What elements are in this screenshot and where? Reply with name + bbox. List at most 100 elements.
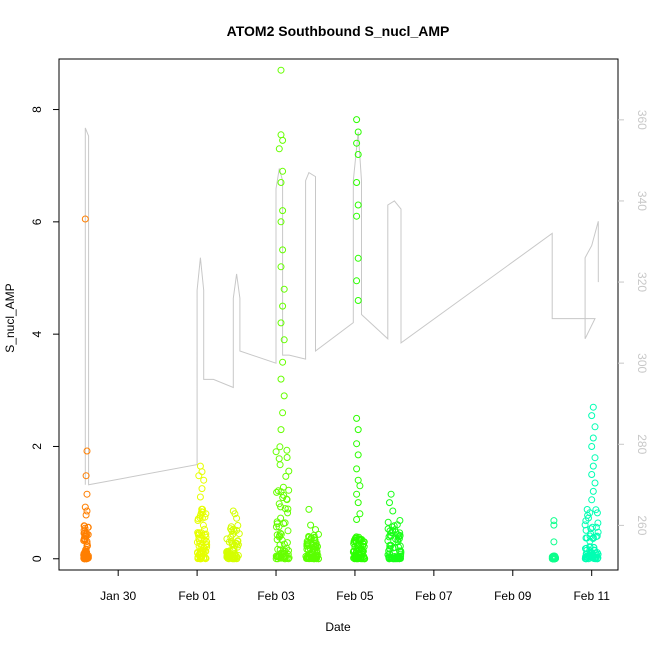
data-point — [588, 496, 596, 504]
data-point — [276, 461, 284, 469]
data-point — [281, 555, 289, 563]
data-point — [353, 414, 361, 422]
data-point — [354, 254, 362, 262]
data-point — [285, 467, 293, 475]
data-point — [354, 499, 362, 507]
point-cluster — [581, 403, 602, 563]
data-point — [233, 540, 241, 548]
data-point — [280, 540, 288, 548]
data-point — [234, 522, 242, 529]
data-point — [353, 116, 361, 124]
data-point — [279, 358, 287, 366]
data-point — [352, 537, 360, 545]
y-right-tick-label: 320 — [635, 272, 649, 292]
y-axis-left: 0 2 4 6 8 — [30, 106, 59, 562]
data-point — [389, 527, 397, 535]
data-point — [284, 527, 292, 535]
series-line — [84, 127, 599, 486]
data-point — [80, 537, 88, 544]
data-point — [585, 514, 592, 522]
data-point — [283, 496, 291, 504]
data-point — [196, 493, 204, 501]
data-point — [234, 537, 242, 545]
y-right-tick-label: 260 — [635, 515, 649, 535]
data-point — [277, 554, 284, 562]
data-point — [196, 550, 204, 558]
data-point — [389, 544, 397, 552]
data-point — [84, 523, 92, 531]
data-point — [354, 451, 362, 459]
data-point — [282, 472, 290, 480]
x-tick-label: Feb 11 — [573, 589, 610, 603]
data-point — [589, 487, 597, 495]
data-point — [353, 465, 361, 473]
data-point — [280, 285, 288, 293]
chart-title: ATOM2 Southbound S_nucl_AMP — [227, 23, 450, 39]
data-point — [277, 179, 285, 186]
data-point — [588, 471, 596, 478]
primary-series — [80, 66, 602, 563]
data-point — [594, 528, 602, 536]
data-point — [199, 508, 207, 516]
data-point — [275, 145, 283, 153]
y-right-tick-label: 280 — [635, 434, 649, 454]
data-point — [285, 554, 293, 562]
data-point — [281, 519, 289, 527]
data-point — [277, 131, 285, 139]
data-point — [387, 490, 395, 498]
data-point — [275, 455, 283, 463]
y-left-tick-label: 6 — [30, 218, 44, 225]
data-point — [81, 215, 89, 223]
data-point — [284, 509, 292, 517]
y-axis-right: 260 280 300 320 340 360 — [618, 110, 649, 536]
data-point — [594, 519, 602, 527]
data-point — [593, 509, 601, 517]
data-point — [386, 499, 393, 507]
data-point — [550, 521, 558, 529]
data-point — [354, 201, 362, 209]
data-point — [583, 534, 591, 542]
data-point — [82, 550, 90, 558]
data-point — [589, 403, 597, 411]
point-cluster — [349, 116, 369, 563]
x-tick-label: Feb 03 — [257, 589, 295, 603]
data-point — [277, 263, 285, 271]
data-point — [349, 548, 357, 556]
data-point — [273, 488, 281, 496]
data-point — [353, 490, 361, 498]
data-point — [389, 507, 397, 515]
data-point — [592, 549, 600, 557]
data-point — [307, 521, 315, 529]
y-left-tick-label: 0 — [30, 555, 44, 562]
data-point — [354, 128, 362, 136]
data-point — [592, 554, 600, 562]
data-point — [277, 503, 285, 511]
data-point — [277, 426, 285, 434]
data-point — [303, 542, 311, 550]
data-point — [582, 550, 590, 558]
data-point — [231, 510, 239, 518]
data-point — [392, 535, 400, 543]
data-point — [305, 533, 313, 541]
data-point — [353, 179, 361, 186]
data-point — [80, 522, 88, 530]
data-point — [279, 136, 287, 144]
data-point — [304, 541, 312, 549]
data-point — [353, 555, 361, 563]
data-point — [592, 523, 600, 531]
data-point — [285, 486, 293, 494]
data-point — [312, 526, 319, 534]
data-point — [550, 552, 558, 560]
data-point — [200, 476, 208, 484]
data-point — [589, 462, 597, 470]
data-point — [228, 539, 236, 547]
data-point — [233, 514, 241, 522]
point-cluster — [193, 462, 211, 563]
data-point — [386, 527, 394, 535]
data-point — [354, 476, 362, 484]
data-point — [353, 277, 361, 285]
data-point — [280, 392, 288, 400]
data-point — [358, 547, 366, 554]
data-point — [82, 555, 90, 562]
